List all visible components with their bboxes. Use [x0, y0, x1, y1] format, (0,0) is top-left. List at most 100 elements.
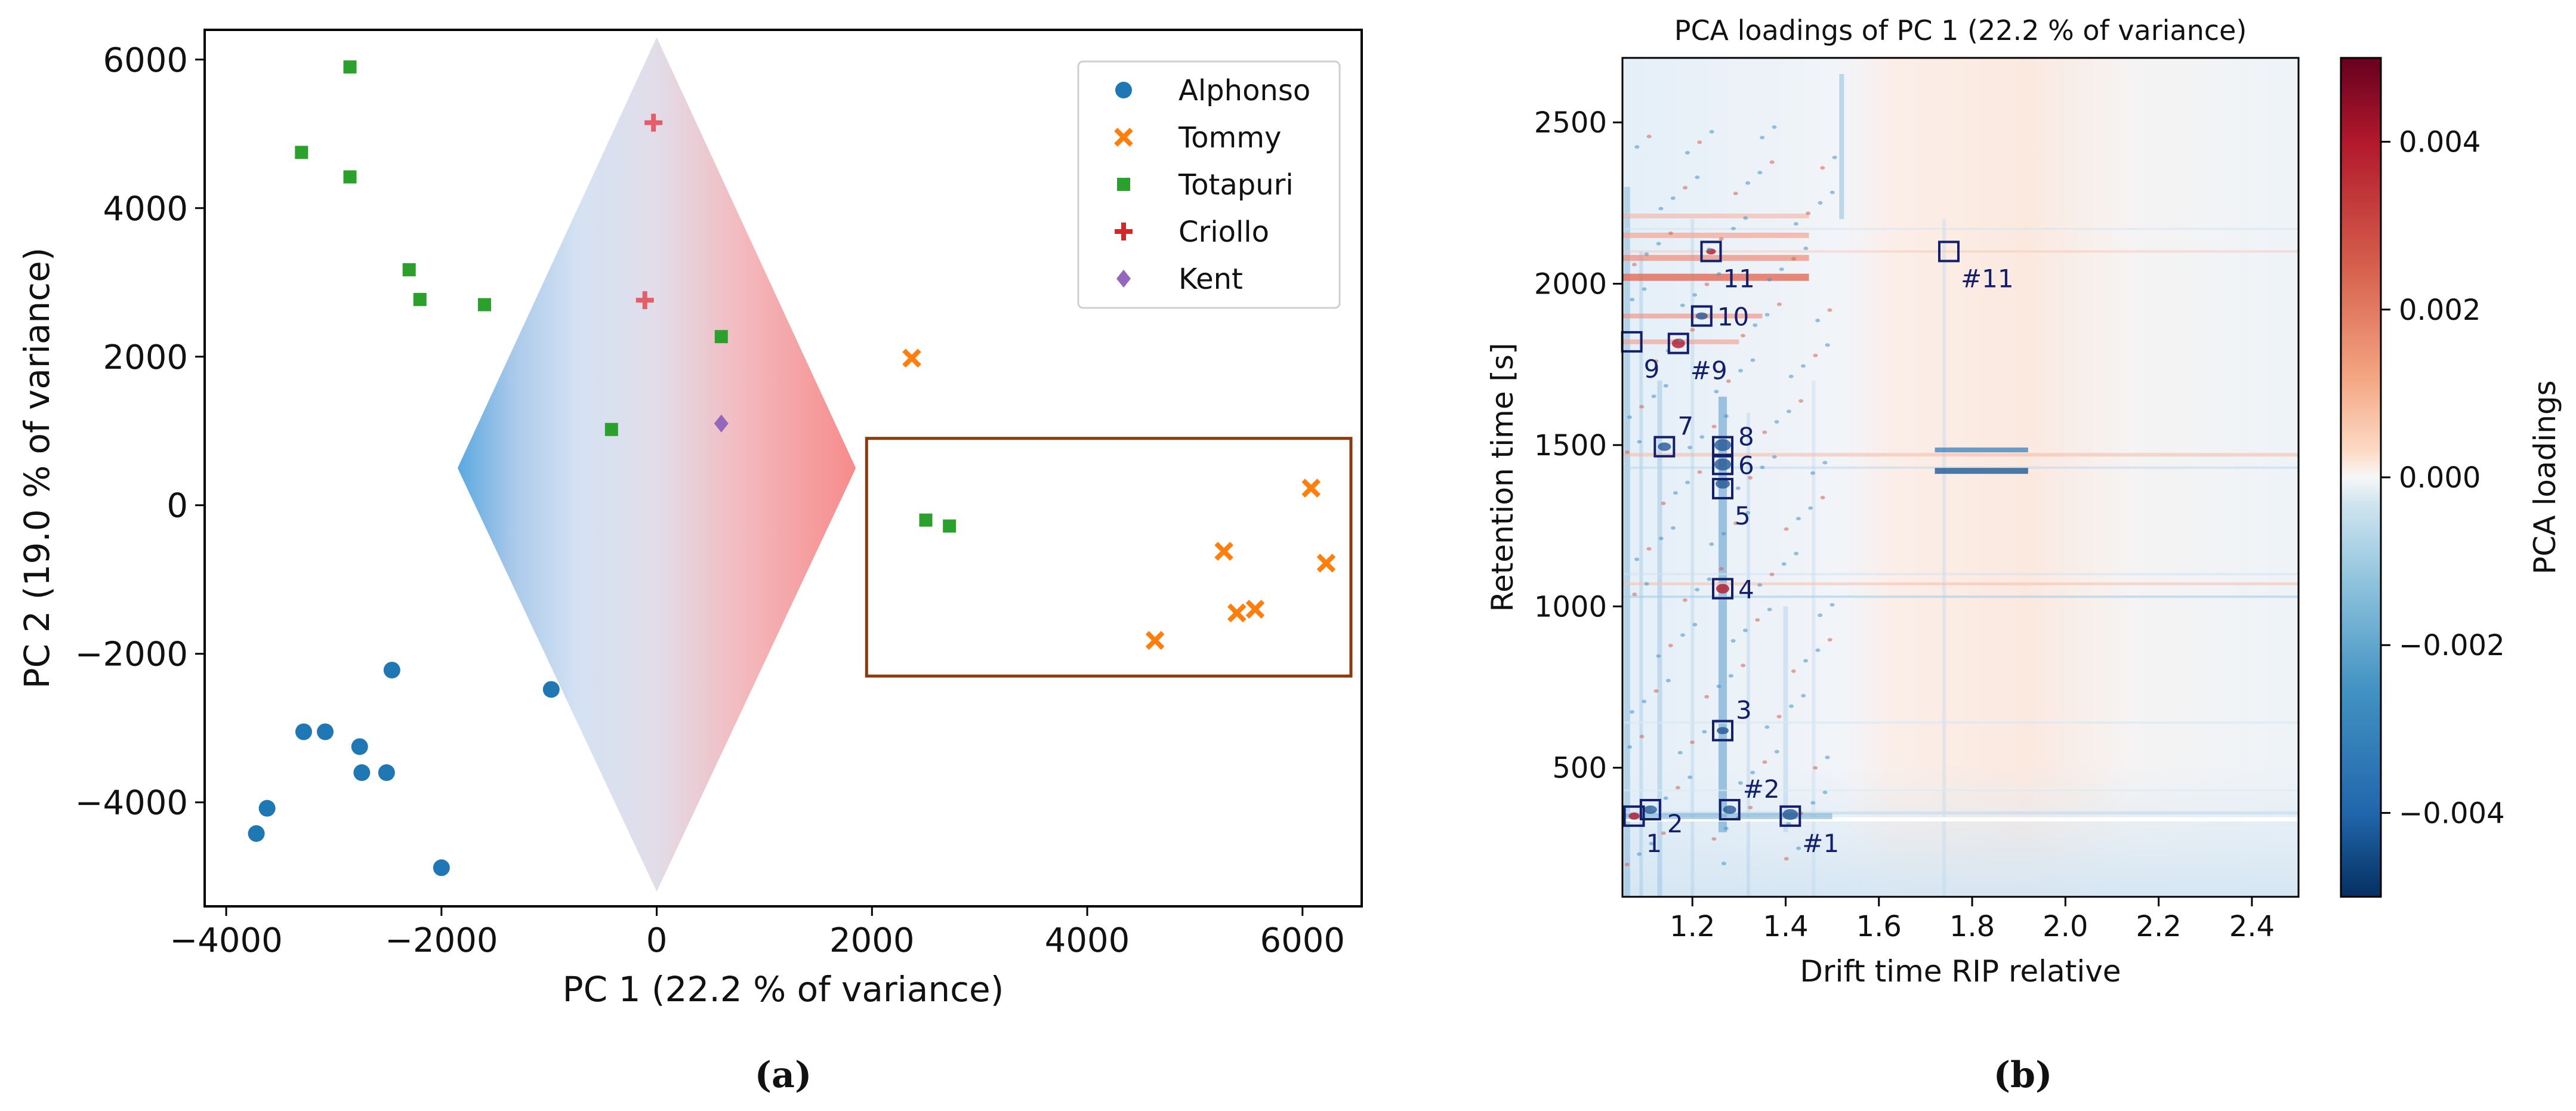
peak-box	[1719, 798, 1741, 820]
marked-peaks: 12 #2 #1 3 4 5 68 79 #9 10 11 #11	[1621, 240, 2014, 858]
y-tick-label: 1000	[1534, 590, 1607, 624]
legend-marker-kent	[1116, 270, 1131, 288]
plot-frame	[203, 29, 1363, 908]
legend-marker-criollo	[1115, 223, 1133, 240]
data-point-totapuri	[413, 292, 427, 306]
peak-9: 9	[1621, 331, 1660, 384]
data-point-totapuri	[604, 422, 618, 436]
diamond-region	[457, 37, 856, 892]
scatter-points	[248, 60, 1336, 877]
legend-item-criollo: Criollo	[1115, 215, 1269, 249]
legend-label: Alphonso	[1179, 74, 1310, 107]
y-tick-label: 500	[1552, 752, 1607, 785]
y-tick-label: 2000	[1534, 268, 1607, 301]
data-point-tommy	[1316, 554, 1336, 573]
legend-marker-alphonso	[1115, 82, 1132, 98]
y-tick-label: 2000	[103, 338, 188, 377]
legend-label: Kent	[1179, 263, 1243, 296]
x-tick-label: 1.8	[1949, 910, 1995, 943]
peak-box	[1639, 798, 1661, 820]
peak-label: 3	[1736, 696, 1752, 725]
colorbar-ticks: 0.004 0.002 0.000 −0.002 −0.004	[2381, 126, 2505, 830]
legend-item-kent: Kent	[1116, 263, 1243, 296]
peak-label: 11	[1723, 264, 1754, 293]
y-tick-label: 6000	[103, 41, 188, 80]
data-point-totapuri	[402, 263, 416, 277]
peak-label: 1	[1646, 829, 1662, 858]
data-point-alphonso	[295, 723, 312, 740]
peak-box	[1667, 332, 1689, 354]
y-tick-label: 0	[166, 487, 188, 526]
peak-box	[1711, 578, 1733, 600]
peak-box	[1711, 477, 1733, 499]
data-point-tommy	[1214, 542, 1233, 561]
peak-hash-9: #9	[1667, 332, 1727, 385]
y-axis: 500 1000 1500 2000 2500	[1534, 106, 1622, 785]
data-point-tommy	[1301, 479, 1321, 498]
data-point-totapuri	[714, 330, 728, 344]
peak-hash-1: #1	[1779, 805, 1839, 858]
y-tick-label: −2000	[75, 635, 188, 674]
peak-label: 5	[1735, 501, 1751, 530]
peak-label: 9	[1644, 354, 1660, 384]
peak-1: 1	[1623, 805, 1662, 858]
pca-scores-plot: −4000 −2000 0 2000 4000 6000 −4000 −2000 0 2000 4…	[17, 29, 1363, 1096]
legend-box	[1077, 60, 1341, 309]
data-point-alphonso	[542, 681, 560, 698]
peak-5: 5	[1711, 477, 1751, 530]
data-point-tommy	[1227, 603, 1247, 623]
x-tick-label: 1.4	[1763, 910, 1808, 943]
y-tick-label: 1500	[1534, 429, 1607, 462]
data-point-totapuri	[919, 513, 933, 527]
x-axis: 1.2 1.4 1.6 1.8 2.0 2.2 2.4	[1670, 897, 2275, 943]
x-tick-label: 1.2	[1670, 910, 1715, 943]
y-axis: −4000 −2000 0 2000 4000 6000	[75, 41, 205, 823]
series-totapuri	[295, 60, 957, 533]
peak-label: 2	[1667, 809, 1683, 838]
data-point-alphonso	[383, 662, 400, 679]
x-tick-label: 2.4	[2229, 910, 2275, 943]
series-criollo	[635, 113, 663, 310]
y-tick-label: −4000	[75, 784, 188, 823]
panel-label-b: (b)	[1994, 1054, 2053, 1096]
peak-label: #11	[1961, 264, 2014, 293]
legend-item-alphonso: Alphonso	[1115, 74, 1310, 107]
data-point-totapuri	[343, 60, 357, 74]
peak-4: 4	[1711, 575, 1754, 604]
peak-box	[1653, 436, 1676, 458]
colorbar-tick-label: −0.002	[2399, 629, 2505, 662]
peak-label: #1	[1802, 829, 1839, 858]
peak-3: 3	[1711, 696, 1752, 742]
peak-label: 4	[1738, 575, 1754, 604]
legend-marker-totapuri	[1117, 178, 1130, 191]
x-tick-label: −2000	[385, 921, 498, 960]
data-point-alphonso	[351, 738, 368, 755]
heatmap-frame	[1621, 57, 2300, 898]
colorbar	[2340, 57, 2382, 898]
peak-box	[1711, 436, 1733, 458]
peak-hash-2: #2	[1719, 774, 1780, 820]
peak-6: 6	[1711, 450, 1754, 480]
peak-8: 8	[1711, 422, 1754, 458]
peak-11: 11	[1700, 240, 1755, 293]
peak-box	[1623, 805, 1645, 827]
peak-label: 7	[1677, 412, 1693, 441]
pca-loadings-heatmap: 12 #2 #1 3 4 5 68 79 #9 10 11 #11 1.2 1.4 1.6 1.8 2.0 2.…	[1485, 14, 2562, 1096]
data-point-criollo	[644, 113, 663, 132]
x-tick-label: −4000	[169, 921, 282, 960]
peak-label: #2	[1743, 774, 1780, 804]
colorbar-tick-label: 0.004	[2399, 126, 2481, 159]
peak-10: 10	[1690, 303, 1749, 332]
peak-box	[1779, 805, 1801, 827]
data-point-alphonso	[317, 723, 334, 740]
data-point-tommy	[902, 348, 921, 368]
x-tick-label: 0	[646, 921, 668, 960]
x-tick-label: 1.6	[1856, 910, 1902, 943]
annotation-layer	[457, 37, 1353, 892]
data-point-tommy	[1245, 600, 1265, 619]
x-tick-label: 6000	[1260, 921, 1346, 960]
data-point-totapuri	[943, 519, 957, 533]
peak-box	[1690, 305, 1713, 327]
x-tick-label: 2.0	[2043, 910, 2088, 943]
